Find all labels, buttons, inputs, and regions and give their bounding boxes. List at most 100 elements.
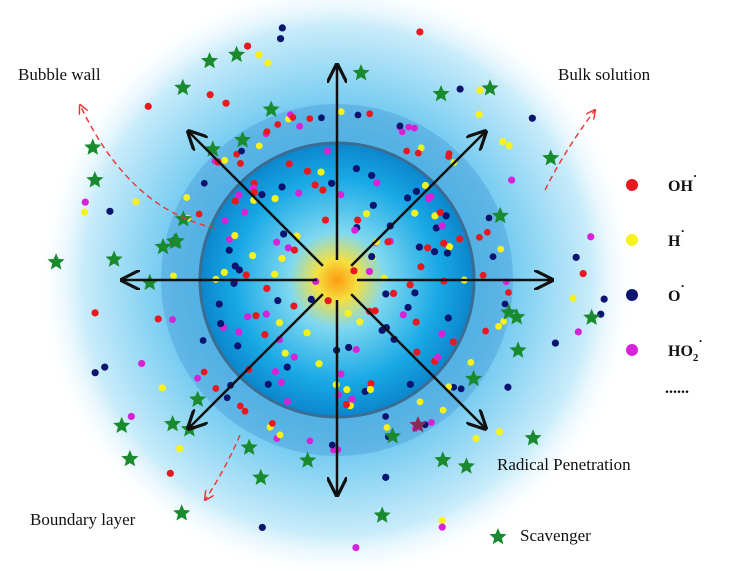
radical-dot [352, 543, 360, 552]
scavenger-star [252, 468, 270, 485]
radical-dot [443, 249, 452, 257]
legend-sub: 2 [693, 352, 699, 364]
radical-dot [318, 114, 325, 122]
scavenger-star [352, 64, 370, 81]
radical-dot [81, 198, 89, 206]
radical-dot [383, 424, 391, 431]
radical-dot [411, 209, 419, 217]
radical-dot [231, 231, 239, 240]
scavenger-star [164, 415, 182, 432]
radical-dot [337, 108, 345, 116]
radical-dot [365, 267, 374, 276]
legend-sup: · [698, 333, 702, 348]
radical-dot [362, 210, 371, 218]
radical-dot [413, 348, 421, 356]
radical-dot [485, 214, 493, 222]
radical-dot [262, 310, 270, 318]
radical-dot [272, 238, 281, 246]
radical-dot [311, 181, 319, 189]
radical-dot [479, 271, 487, 279]
scavenger-star [86, 171, 104, 188]
radical-dot [234, 342, 242, 350]
radical-dot [242, 271, 250, 279]
radical-dot [275, 319, 284, 327]
radiation-arrow [350, 293, 485, 428]
radical-dot [456, 85, 464, 93]
scavenger-star [240, 438, 258, 455]
radical-dot [241, 208, 249, 216]
radical-dot [243, 313, 252, 321]
radical-dot [277, 378, 285, 386]
scavenger-star [84, 138, 102, 155]
scavenger-star [373, 506, 391, 523]
radical-dot [278, 254, 286, 263]
radical-dot [221, 156, 229, 164]
radical-dot [289, 114, 297, 121]
radical-dot [415, 243, 423, 251]
radical-dot [579, 270, 587, 278]
radical-dot [344, 309, 352, 317]
radical-dot [307, 295, 315, 303]
radical-dot [406, 380, 414, 388]
radical-dot [271, 195, 279, 203]
radical-dot [384, 238, 392, 246]
radical-dot [80, 208, 89, 216]
radical-dot [263, 128, 271, 136]
radical-dot [354, 216, 362, 224]
radical-dot [328, 441, 336, 449]
radical-dot [475, 110, 483, 118]
radical-dot [424, 244, 432, 252]
radical-dot [278, 24, 286, 32]
legend-label: HO [668, 343, 693, 360]
radical-dot [352, 165, 361, 173]
radical-dot [132, 198, 140, 206]
legend-dot [626, 289, 638, 301]
radical-dot [396, 122, 404, 130]
scavenger-star [434, 451, 452, 468]
scavenger-star [173, 504, 191, 521]
radical-dot [500, 317, 508, 325]
legend-sup: · [680, 278, 684, 293]
radical-dot [434, 353, 442, 361]
radical-dot [414, 149, 422, 157]
radical-dot [271, 368, 280, 376]
radical-dot [169, 316, 176, 323]
scavenger-star [189, 390, 207, 407]
radical-dot [438, 516, 446, 524]
scavenger-star [457, 457, 475, 474]
radical-dot [91, 369, 99, 377]
radical-dot [235, 328, 243, 336]
legend-label: H· [668, 223, 685, 250]
radical-dot [499, 137, 507, 146]
radical-dot [475, 233, 483, 241]
scavenger-star [121, 450, 139, 467]
scavenger-star [542, 149, 560, 166]
radiation-arrow [350, 132, 485, 267]
radical-dot [170, 272, 177, 280]
radical-dot [144, 102, 152, 110]
radical-dot [572, 253, 580, 261]
radical-dot [425, 195, 433, 203]
label: Bulk solution [558, 65, 651, 84]
radical-dot [505, 141, 513, 150]
radical-dot [343, 385, 351, 394]
scavenger-star [583, 308, 601, 325]
radical-dot [212, 385, 220, 392]
radical-dot [438, 330, 446, 338]
radical-dot [489, 253, 497, 261]
radical-dot [406, 281, 414, 289]
radical-dot [166, 469, 174, 477]
scavenger-star [174, 78, 192, 96]
radical-dot [194, 374, 202, 382]
pointer [80, 105, 216, 229]
radical-dot [215, 300, 223, 308]
radical-dot [345, 343, 353, 352]
radical-dot [366, 110, 374, 118]
scavenger-star [105, 250, 123, 267]
legend-dot [626, 179, 638, 191]
legend-sup: · [693, 168, 697, 183]
radical-dot [271, 270, 279, 278]
radical-dot [220, 268, 228, 276]
radical-dot [225, 246, 233, 254]
